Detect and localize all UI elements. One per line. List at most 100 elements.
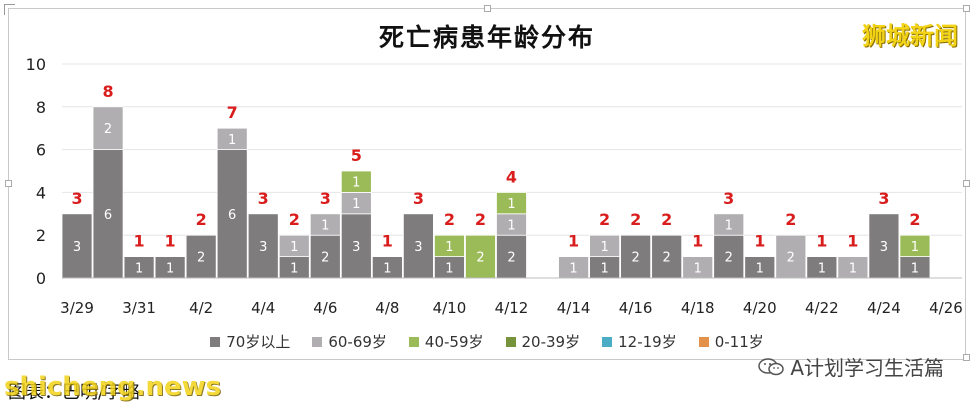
bar-segment-label: 1 — [445, 240, 453, 255]
bar-segment — [340, 170, 372, 193]
legend-swatch — [602, 336, 613, 347]
bar-segment-label: 1 — [321, 219, 329, 234]
legend-swatch — [408, 336, 419, 347]
bar-segment-label: 1 — [352, 176, 360, 191]
bar-segment-label: 1 — [507, 219, 515, 234]
x-tick-label: 4/6 — [313, 299, 337, 317]
bar-segment-label: 2 — [104, 122, 112, 137]
bar-segment — [309, 213, 341, 236]
y-tick-label: 6 — [36, 141, 46, 160]
bar-segment-label: 2 — [663, 251, 671, 266]
bar-segment-label: 1 — [290, 240, 298, 255]
bar-total-label: 3 — [878, 189, 889, 208]
bar-total-label: 1 — [134, 232, 145, 251]
bar-segment-label: 2 — [631, 251, 639, 266]
bar-segment — [185, 234, 217, 279]
x-tick-label: 4/26 — [929, 299, 963, 317]
resize-handle-left[interactable] — [5, 180, 12, 187]
x-tick-label: 4/22 — [805, 299, 839, 317]
bar-segment-label: 1 — [600, 240, 608, 255]
bar-segment-label: 1 — [911, 261, 919, 276]
legend-label: 12-19岁 — [618, 333, 677, 351]
resize-handle-top-right[interactable] — [963, 5, 970, 12]
wechat-account-tag[interactable]: A计划学习生活篇 — [758, 352, 944, 381]
bar-total-label: 1 — [816, 232, 827, 251]
legend-swatch — [210, 336, 221, 347]
bar-segment-label: 3 — [259, 240, 267, 255]
bar-total-label: 1 — [754, 232, 765, 251]
brand-logo-text: 狮城新闻 — [862, 22, 958, 50]
y-tick-label: 2 — [36, 226, 46, 245]
frame-corner-marker — [4, 4, 15, 15]
y-tick-label: 10 — [26, 55, 46, 74]
bar-segment-label: 1 — [725, 219, 733, 234]
x-tick-label: 4/4 — [251, 299, 275, 317]
bar-segment — [899, 234, 931, 257]
bar-segment — [278, 234, 310, 257]
bar-segment — [309, 234, 341, 279]
bar-segment — [92, 106, 124, 151]
y-tick-label: 4 — [36, 183, 46, 202]
bar-segment-label: 6 — [104, 208, 112, 223]
x-tick-label: 4/10 — [433, 299, 467, 317]
bar-segment-label: 2 — [476, 251, 484, 266]
bar-segment-label: 3 — [880, 240, 888, 255]
chart-title: 死亡病患年龄分布 — [378, 23, 595, 52]
legend-item: 12-19岁 — [602, 331, 677, 352]
x-tick-label: 3/29 — [60, 299, 94, 317]
bar-total-label: 2 — [630, 210, 641, 229]
bar-segment — [589, 234, 621, 257]
legend-swatch — [312, 336, 323, 347]
bar-segment-label: 1 — [569, 261, 577, 276]
resize-handle-right[interactable] — [963, 180, 970, 187]
bar-total-label: 2 — [475, 210, 486, 229]
bar-segment — [434, 234, 465, 257]
resize-handle-top[interactable] — [484, 5, 491, 12]
bar-total-label: 1 — [165, 232, 176, 251]
legend-label: 70岁以上 — [226, 333, 291, 351]
bar-segment-label: 3 — [414, 240, 422, 255]
bar-total-label: 3 — [320, 189, 331, 208]
x-tick-label: 4/2 — [189, 299, 213, 317]
chart-legend: 70岁以上 60-69岁 40-59岁 20-39岁 12-19岁 0-11岁 — [0, 331, 974, 352]
legend-item: 40-59岁 — [408, 331, 484, 352]
bar-segment — [61, 213, 93, 279]
x-tick-label: 4/8 — [375, 299, 399, 317]
bar-total-label: 8 — [102, 82, 113, 101]
legend-swatch — [505, 336, 516, 347]
wechat-account-name: A计划学习生活篇 — [790, 356, 944, 380]
bar-total-label: 2 — [289, 210, 300, 229]
bar-segment-label: 1 — [818, 261, 826, 276]
bar-total-label: 1 — [692, 232, 703, 251]
x-tick-label: 4/20 — [743, 299, 777, 317]
bar-segment — [496, 191, 527, 215]
bar-segment — [402, 213, 434, 279]
bar-total-label: 2 — [196, 210, 207, 229]
bar-total-label: 3 — [413, 189, 424, 208]
bar-total-label: 4 — [506, 167, 517, 186]
bar-segment — [775, 234, 807, 279]
bar-total-label: 2 — [444, 210, 455, 229]
bar-segment-label: 1 — [911, 240, 919, 255]
bar-segment — [651, 234, 683, 279]
bar-segment-label: 1 — [135, 261, 143, 276]
bar-segment-label: 1 — [694, 261, 702, 276]
legend-label: 40-59岁 — [424, 333, 484, 351]
bar-segment-label: 3 — [352, 240, 360, 255]
legend-label: 0-11岁 — [714, 333, 764, 351]
bar-segment — [465, 234, 496, 279]
legend-item: 70岁以上 — [210, 331, 290, 352]
bar-total-label: 5 — [351, 146, 362, 165]
bar-total-label: 2 — [909, 210, 920, 229]
bar-segment — [868, 213, 900, 279]
bar-segment-label: 1 — [166, 261, 174, 276]
bar-segment — [340, 213, 372, 279]
bar-segment-label: 1 — [756, 261, 764, 276]
bar-segment-label: 2 — [197, 251, 205, 266]
x-tick-label: 4/18 — [681, 299, 715, 317]
bar-total-label: 2 — [661, 210, 672, 229]
legend-label: 20-39岁 — [521, 333, 581, 351]
bar-total-label: 1 — [382, 232, 393, 251]
resize-handle-bottom-right[interactable] — [963, 354, 970, 361]
watermark-text: shicheng.news — [4, 372, 222, 402]
